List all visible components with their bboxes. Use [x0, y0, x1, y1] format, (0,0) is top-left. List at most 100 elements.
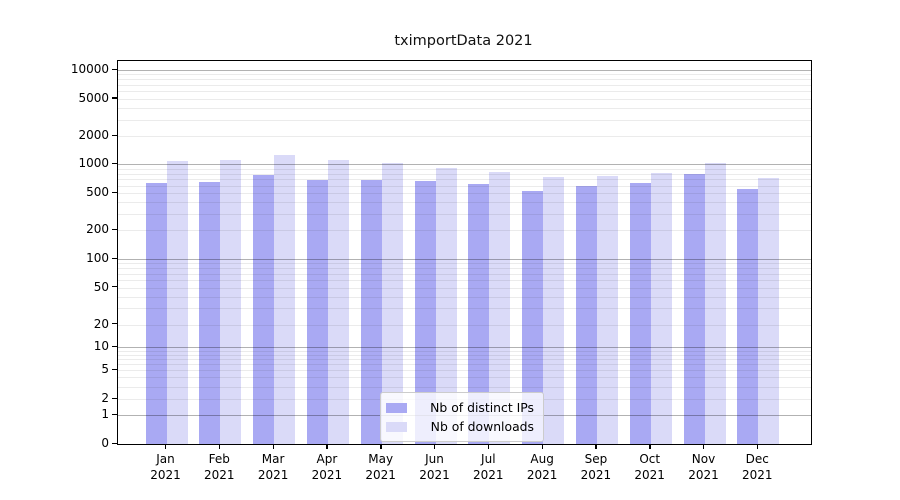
legend-item-distinct-ips: Nb of distinct IPs: [386, 398, 534, 417]
minor-gridline: [118, 119, 811, 121]
bar-distinct-ips-sep: [575, 185, 597, 444]
x-tick-mark: [434, 444, 436, 449]
y-tick-mark: [112, 413, 117, 416]
y-tick-label: 5: [101, 362, 109, 377]
major-gridline: [118, 164, 811, 166]
y-tick-label: 50: [93, 279, 109, 294]
major-gridline: [118, 70, 811, 71]
legend-label-downloads: Nb of downloads: [430, 419, 534, 434]
bar-distinct-ips-mar: [253, 175, 275, 444]
chart-title: tximportData 2021: [394, 33, 533, 49]
minor-gridline: [118, 287, 811, 289]
x-tick-label-apr: Apr 2021: [311, 452, 343, 482]
minor-gridline: [118, 84, 811, 86]
legend-swatch-distinct-ips: [386, 402, 407, 413]
legend-swatch-downloads: [386, 421, 407, 432]
legend-item-downloads: Nb of downloads: [386, 417, 534, 436]
y-tick-label: 1000: [78, 156, 109, 171]
x-tick-label-oct: Oct 2021: [634, 452, 665, 482]
minor-gridline: [118, 308, 811, 310]
bar-distinct-ips-nov: [683, 174, 705, 444]
bar-distinct-ips-feb: [199, 182, 221, 444]
bar-downloads-may: [381, 163, 403, 444]
minor-gridline: [118, 74, 811, 76]
bar-downloads-apr: [327, 159, 349, 444]
minor-gridline: [118, 173, 811, 175]
y-tick-label: 5000: [78, 90, 109, 105]
y-tick-mark: [112, 68, 117, 70]
y-tick-mark: [112, 286, 117, 288]
minor-gridline: [118, 263, 811, 265]
major-gridline: [118, 259, 811, 260]
bar-distinct-ips-jun: [414, 180, 436, 444]
y-tick-label: 10000: [70, 62, 109, 76]
x-tick-label-aug: Aug 2021: [526, 452, 558, 482]
x-tick-label-nov: Nov 2021: [688, 452, 719, 482]
bar-distinct-ips-jan: [145, 182, 167, 444]
x-tick-label-dec: Dec 2021: [742, 452, 773, 482]
y-tick-label: 2: [101, 391, 109, 406]
bar-downloads-jan: [166, 161, 188, 444]
bar-distinct-ips-apr: [306, 179, 328, 444]
y-tick-label: 10: [93, 339, 109, 353]
x-tick-label-feb: Feb 2021: [204, 452, 235, 482]
bar-distinct-ips-dec: [737, 189, 759, 444]
bar-downloads-mar: [274, 154, 296, 444]
minor-gridline: [118, 324, 811, 326]
bar-downloads-jun: [435, 167, 457, 444]
x-tick-mark: [218, 444, 221, 449]
minor-gridline: [118, 296, 811, 298]
y-tick-mark: [112, 368, 117, 371]
y-tick-mark: [112, 345, 117, 347]
minor-gridline: [118, 268, 811, 270]
x-tick-label-mar: Mar 2021: [257, 452, 289, 482]
bar-distinct-ips-aug: [522, 191, 544, 444]
minor-gridline: [118, 354, 811, 356]
y-tick-label: 1: [101, 407, 109, 422]
minor-gridline: [118, 79, 811, 81]
x-tick-label-jun: Jun 2021: [419, 452, 450, 482]
y-tick-mark: [112, 228, 117, 230]
y-tick-mark: [112, 97, 117, 99]
plot-area: Nb of distinct IPs Nb of downloads: [117, 60, 812, 445]
minor-gridline: [118, 168, 811, 170]
bar-downloads-sep: [596, 175, 618, 444]
y-tick-label: 100: [86, 251, 109, 265]
x-tick-mark: [703, 444, 705, 449]
x-tick-mark: [649, 444, 651, 449]
bar-downloads-dec: [758, 177, 780, 444]
minor-gridline: [118, 370, 811, 372]
legend-label-distinct-ips: Nb of distinct IPs: [430, 400, 534, 415]
x-tick-mark: [272, 444, 274, 449]
x-tick-mark: [380, 444, 382, 449]
minor-gridline: [118, 386, 811, 388]
minor-gridline: [118, 364, 811, 366]
minor-gridline: [118, 107, 811, 109]
minor-gridline: [118, 202, 811, 203]
minor-gridline: [118, 280, 811, 281]
x-tick-mark: [326, 444, 328, 449]
y-tick-label: 200: [86, 222, 109, 236]
x-tick-label-jul: Jul 2021: [473, 452, 504, 482]
minor-gridline: [118, 213, 811, 215]
bar-downloads-feb: [220, 160, 242, 444]
minor-gridline: [118, 98, 811, 100]
x-tick-mark: [595, 444, 597, 449]
minor-gridline: [118, 273, 811, 275]
minor-gridline: [118, 185, 811, 187]
y-tick-mark: [112, 442, 117, 444]
minor-gridline: [118, 193, 811, 194]
minor-gridline: [118, 179, 811, 181]
legend: Nb of distinct IPs Nb of downloads: [380, 392, 544, 442]
minor-gridline: [118, 350, 811, 352]
y-tick-label: 2000: [78, 128, 109, 142]
bar-distinct-ips-oct: [629, 183, 651, 444]
y-tick-mark: [112, 134, 117, 136]
minor-gridline: [118, 91, 811, 93]
bar-downloads-oct: [650, 173, 672, 444]
minor-gridline: [118, 230, 811, 231]
x-tick-mark: [487, 444, 490, 449]
y-tick-label: 500: [86, 185, 109, 199]
bar-downloads-jul: [489, 171, 511, 444]
x-tick-mark: [541, 444, 543, 449]
